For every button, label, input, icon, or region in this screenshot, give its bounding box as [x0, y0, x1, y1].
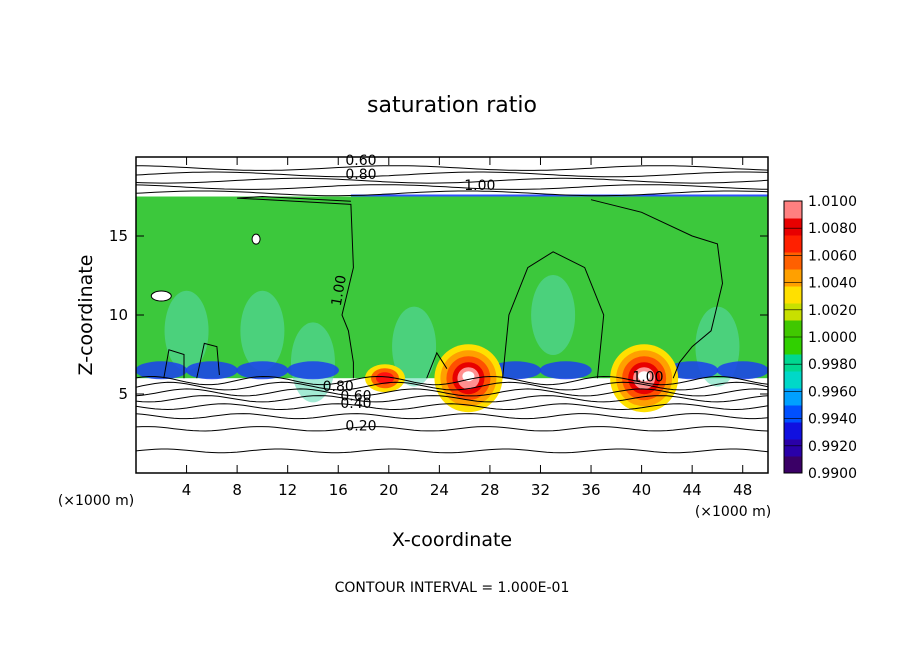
lower-contour-line — [136, 388, 768, 397]
x-tick-label: 40 — [632, 481, 651, 499]
colorbar-swatch — [784, 337, 802, 355]
colorbar-label: 1.0020 — [808, 303, 857, 319]
lower-contour-line — [136, 375, 768, 386]
colorbar-swatch — [784, 388, 802, 406]
dry-base-band — [236, 361, 289, 380]
contour-label: 0.80 — [323, 379, 354, 395]
colorbar-swatch — [784, 320, 802, 338]
dry-base-band — [666, 361, 719, 380]
dry-base-band — [286, 361, 339, 380]
contour-1.00-line — [237, 195, 354, 379]
supersaturation-cell — [376, 372, 395, 385]
colorbar-label: 1.0000 — [808, 330, 857, 346]
chart-title: saturation ratio — [367, 93, 537, 118]
colorbar-label: 0.9920 — [808, 439, 857, 455]
x-unit-label: (×1000 m) — [695, 504, 771, 520]
contour-label: 0.60 — [340, 388, 371, 404]
colorbar-swatch — [784, 286, 802, 304]
contour-1.00-line — [502, 251, 605, 379]
supersaturation-core — [638, 371, 651, 382]
subsaturated-patch — [392, 306, 437, 387]
contour-1.00-line — [426, 351, 448, 379]
contour-label: 0.20 — [345, 418, 376, 434]
lower-contour-line — [136, 403, 768, 411]
y-unit-label: (×1000 m) — [58, 493, 134, 509]
colorbar-swatch — [784, 422, 802, 440]
upper-contour-line — [136, 190, 768, 197]
y-axis: 5 10 15 — [109, 227, 768, 403]
cold-spot — [251, 233, 261, 245]
x-tick-label: 24 — [430, 481, 449, 499]
colorbar-swatch — [784, 252, 802, 270]
x-tick-label: 16 — [329, 481, 348, 499]
colorbar-label: 0.9960 — [808, 384, 857, 400]
contour-1.00-line — [163, 349, 185, 379]
lower-contour-line — [136, 426, 768, 432]
dry-base-band — [539, 361, 592, 380]
colorbar-label: 0.9940 — [808, 412, 857, 428]
colorbar-label: 1.0060 — [808, 248, 857, 264]
x-tick-label: 20 — [379, 481, 398, 499]
lower-contour-line — [136, 381, 768, 391]
colorbar-swatch — [784, 201, 802, 219]
cold-spot — [150, 290, 172, 302]
x-tick-label: 48 — [733, 481, 752, 499]
plot-area: 0.600.801.001.001.000.800.600.400.20 — [135, 153, 769, 474]
colorbar-label: 1.0100 — [808, 194, 857, 210]
y-tick-label: 10 — [109, 306, 128, 324]
x-tick-label: 28 — [480, 481, 499, 499]
colorbar-label: 1.0040 — [808, 276, 857, 292]
contour-label: 1.00 — [329, 274, 350, 307]
colorbar-swatch — [784, 439, 802, 457]
colorbar-swatch — [784, 354, 802, 372]
contour-label: 0.40 — [340, 396, 371, 412]
colorbar-label: 0.9900 — [808, 466, 857, 482]
colorbar-swatch — [784, 235, 802, 253]
dry-base-band — [716, 361, 768, 380]
colorbar-swatch — [784, 303, 802, 321]
contour-label: 1.00 — [632, 369, 663, 385]
x-tick-label: 12 — [278, 481, 297, 499]
lower-contour-line — [136, 395, 768, 403]
upper-contour-line — [136, 177, 768, 184]
dry-base-band — [136, 361, 188, 380]
contour-label: 0.80 — [345, 167, 376, 183]
x-axis: 4 8 12 16 20 24 28 32 36 40 44 48 — [182, 157, 752, 499]
colorbar-swatch — [784, 218, 802, 236]
lower-contour-line — [136, 448, 768, 454]
colorbar-swatch — [784, 269, 802, 287]
colorbar-swatch — [784, 405, 802, 423]
x-tick-label: 44 — [683, 481, 702, 499]
x-tick-label: 32 — [531, 481, 550, 499]
x-tick-label: 4 — [182, 481, 192, 499]
moist-layer-field — [136, 196, 768, 379]
upper-contour-line — [136, 184, 768, 190]
y-axis-label: Z-coordinate — [75, 255, 97, 376]
x-tick-label: 8 — [232, 481, 242, 499]
colorbar-label: 1.0080 — [808, 221, 857, 237]
dry-base-band — [185, 361, 238, 380]
colorbar-label: 0.9980 — [808, 357, 857, 373]
x-axis-label: X-coordinate — [392, 529, 512, 551]
x-tick-label: 36 — [581, 481, 600, 499]
lower-contour-line — [136, 413, 768, 420]
contour-1.00-line — [590, 199, 724, 379]
colorbar-swatch — [784, 371, 802, 389]
colorbar-swatch — [784, 456, 802, 474]
y-tick-label: 15 — [109, 227, 128, 245]
subsaturated-patch — [531, 275, 576, 355]
y-tick-label: 5 — [118, 385, 128, 403]
upper-contour-line — [136, 171, 768, 178]
contour-interval-note: CONTOUR INTERVAL = 1.000E-01 — [335, 580, 570, 596]
colorbar: 1.0100 1.0080 1.0060 1.0040 1.0020 1.0000 0.99… — [783, 194, 857, 482]
contour-label: 1.00 — [464, 178, 495, 194]
layer-top-strip — [350, 194, 768, 197]
subsaturated-patch — [164, 290, 209, 371]
subsaturated-patch — [240, 290, 285, 371]
contour-1.00-line — [196, 342, 220, 379]
upper-contour-line — [136, 165, 768, 171]
